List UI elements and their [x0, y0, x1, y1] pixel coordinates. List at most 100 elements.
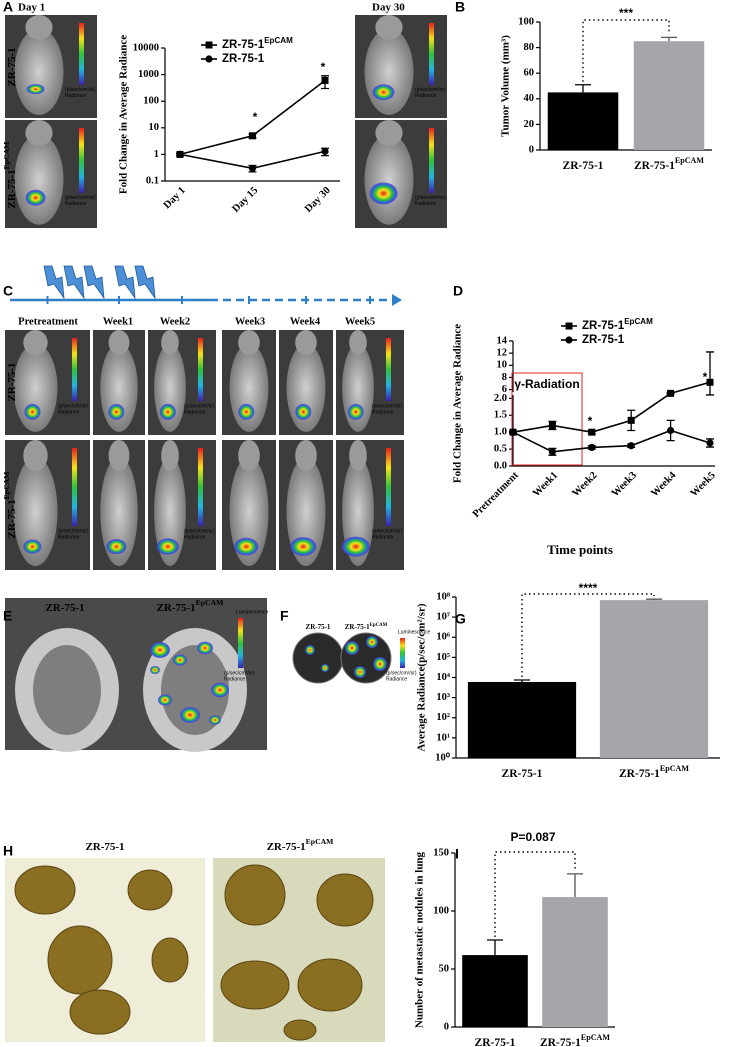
- timepoint-label: Week3: [235, 316, 265, 327]
- legend-label: ZR-75-1: [222, 53, 265, 65]
- signal: [295, 403, 312, 420]
- row-label: ZR-75-1EpCAM: [2, 141, 17, 209]
- colorbar-unit: (p/sec/cm²/sr): [224, 670, 255, 676]
- timeline-arrow: [392, 294, 402, 306]
- x-tick-label: ZR-75-1: [502, 768, 543, 780]
- error-bar: [646, 598, 662, 601]
- error-bar: [487, 939, 503, 956]
- colorbar: [198, 338, 203, 401]
- y-tick-label: 10¹: [436, 732, 450, 743]
- lung-lobe: [220, 960, 290, 1010]
- marker: [321, 77, 329, 85]
- y-tick-label: 100: [518, 16, 534, 27]
- panel-letter: E: [3, 608, 12, 624]
- x-tick-label: Day 30: [303, 185, 333, 215]
- row-label: ZR-75-1: [6, 362, 18, 401]
- annotation: γ-Radiation: [514, 377, 579, 391]
- x-tick-label: Week2: [570, 470, 599, 499]
- colorbar-unit: (p/sec/cm²/sr): [415, 87, 446, 93]
- x-tick-label: ZR-75-1EpCAM: [634, 156, 704, 171]
- y-tick-label: 150: [433, 847, 449, 858]
- y-tick-label: 40: [524, 93, 535, 104]
- image-label-superscript: EpCAM: [196, 598, 225, 607]
- marker: [176, 150, 184, 158]
- y-tick-label: 10³: [436, 692, 450, 703]
- x-tick-label: ZR-75-1EpCAM: [619, 764, 689, 779]
- x-tick-label-text: ZR-75-1: [540, 1037, 581, 1047]
- radiation-bolt: [114, 265, 136, 300]
- signal: [211, 682, 229, 698]
- marker: [248, 164, 257, 172]
- legend-marker: [205, 41, 213, 49]
- y-tick-label: 10⁸: [436, 591, 450, 602]
- image-label: ZR-75-1EpCAM: [345, 623, 388, 631]
- legend-marker: [205, 55, 213, 63]
- signal: [150, 666, 160, 674]
- mouse-body: [14, 28, 64, 115]
- mouse-head: [108, 330, 130, 356]
- mouse-body: [13, 456, 58, 567]
- legend-marker: [565, 336, 573, 344]
- legend-label: ZR-75-1EpCAM: [582, 317, 653, 332]
- x-tick-label-superscript: EpCAM: [675, 156, 704, 165]
- bar: [467, 681, 577, 758]
- y-axis-label: Average Radiance(p/sec/cm²/sr): [416, 603, 428, 752]
- signal: [305, 645, 315, 655]
- signal: [347, 403, 364, 420]
- colorbar-title: Radiance: [184, 409, 205, 415]
- legend-label-text: ZR-75-1: [222, 53, 265, 65]
- lung-lobe: [47, 925, 113, 995]
- colorbar-title: Radiance: [65, 93, 86, 99]
- x-tick-label-superscript: EpCAM: [581, 1033, 610, 1042]
- annotation: P=0.087: [510, 830, 555, 844]
- colorbar: [386, 338, 391, 401]
- x-tick-label-text: ZR-75-1: [475, 1037, 516, 1047]
- mouse-head: [25, 120, 53, 146]
- colorbar-unit: (p/sec/cm²/sr): [58, 403, 89, 409]
- y-tick-label: 12: [497, 348, 508, 359]
- signal: [150, 642, 170, 658]
- y-tick-label: 10: [497, 360, 508, 371]
- radiation-bolt: [63, 265, 85, 300]
- colorbar-title: Radiance: [415, 93, 436, 99]
- signal: [173, 654, 187, 666]
- y-tick-label: 1.0: [494, 427, 507, 438]
- row-label-superscript: EpCAM: [2, 471, 11, 500]
- y-tick-label: 8: [502, 372, 507, 383]
- y-tick-label: 100: [433, 905, 449, 916]
- annotation: *: [321, 60, 326, 74]
- row-label-text: ZR-75-1: [6, 362, 18, 401]
- bar: [542, 897, 608, 1027]
- signal: [156, 538, 179, 555]
- x-tick-label: Week4: [649, 470, 679, 500]
- colorbar-unit: (p/sec/cm²/sr): [415, 195, 446, 201]
- radiation-window: [511, 372, 583, 466]
- annotation: ****: [579, 581, 598, 595]
- colorbar-title: Radiance: [58, 534, 79, 540]
- y-tick-label: 20: [524, 119, 535, 130]
- error-bar: [661, 36, 677, 42]
- error-bar: [706, 351, 714, 396]
- organ-dish: [292, 632, 344, 684]
- x-tick-label: ZR-75-1: [563, 160, 604, 172]
- signal: [180, 707, 200, 723]
- colorbar-unit: (p/sec/cm²/sr): [372, 528, 403, 534]
- signal: [369, 182, 398, 205]
- marker: [588, 443, 596, 452]
- legend-label-text: ZR-75-1: [582, 320, 625, 332]
- bar: [599, 600, 709, 758]
- marker: [706, 378, 714, 386]
- marker: [249, 132, 256, 140]
- lung-lobe: [224, 864, 286, 926]
- colorbar-unit: (p/sec/cm²/sr): [184, 403, 215, 409]
- lung-lobe: [151, 937, 189, 983]
- colorbar-unit: (p/sec/cm²/sr): [65, 195, 96, 201]
- organs: [161, 645, 229, 735]
- panel-letter: B: [455, 0, 465, 15]
- x-tick-label: Day 15: [230, 185, 260, 215]
- colorbar: [198, 448, 203, 526]
- timepoint-label: Week2: [160, 316, 190, 327]
- day-label: Day 30: [372, 2, 405, 14]
- colorbar: [79, 128, 84, 193]
